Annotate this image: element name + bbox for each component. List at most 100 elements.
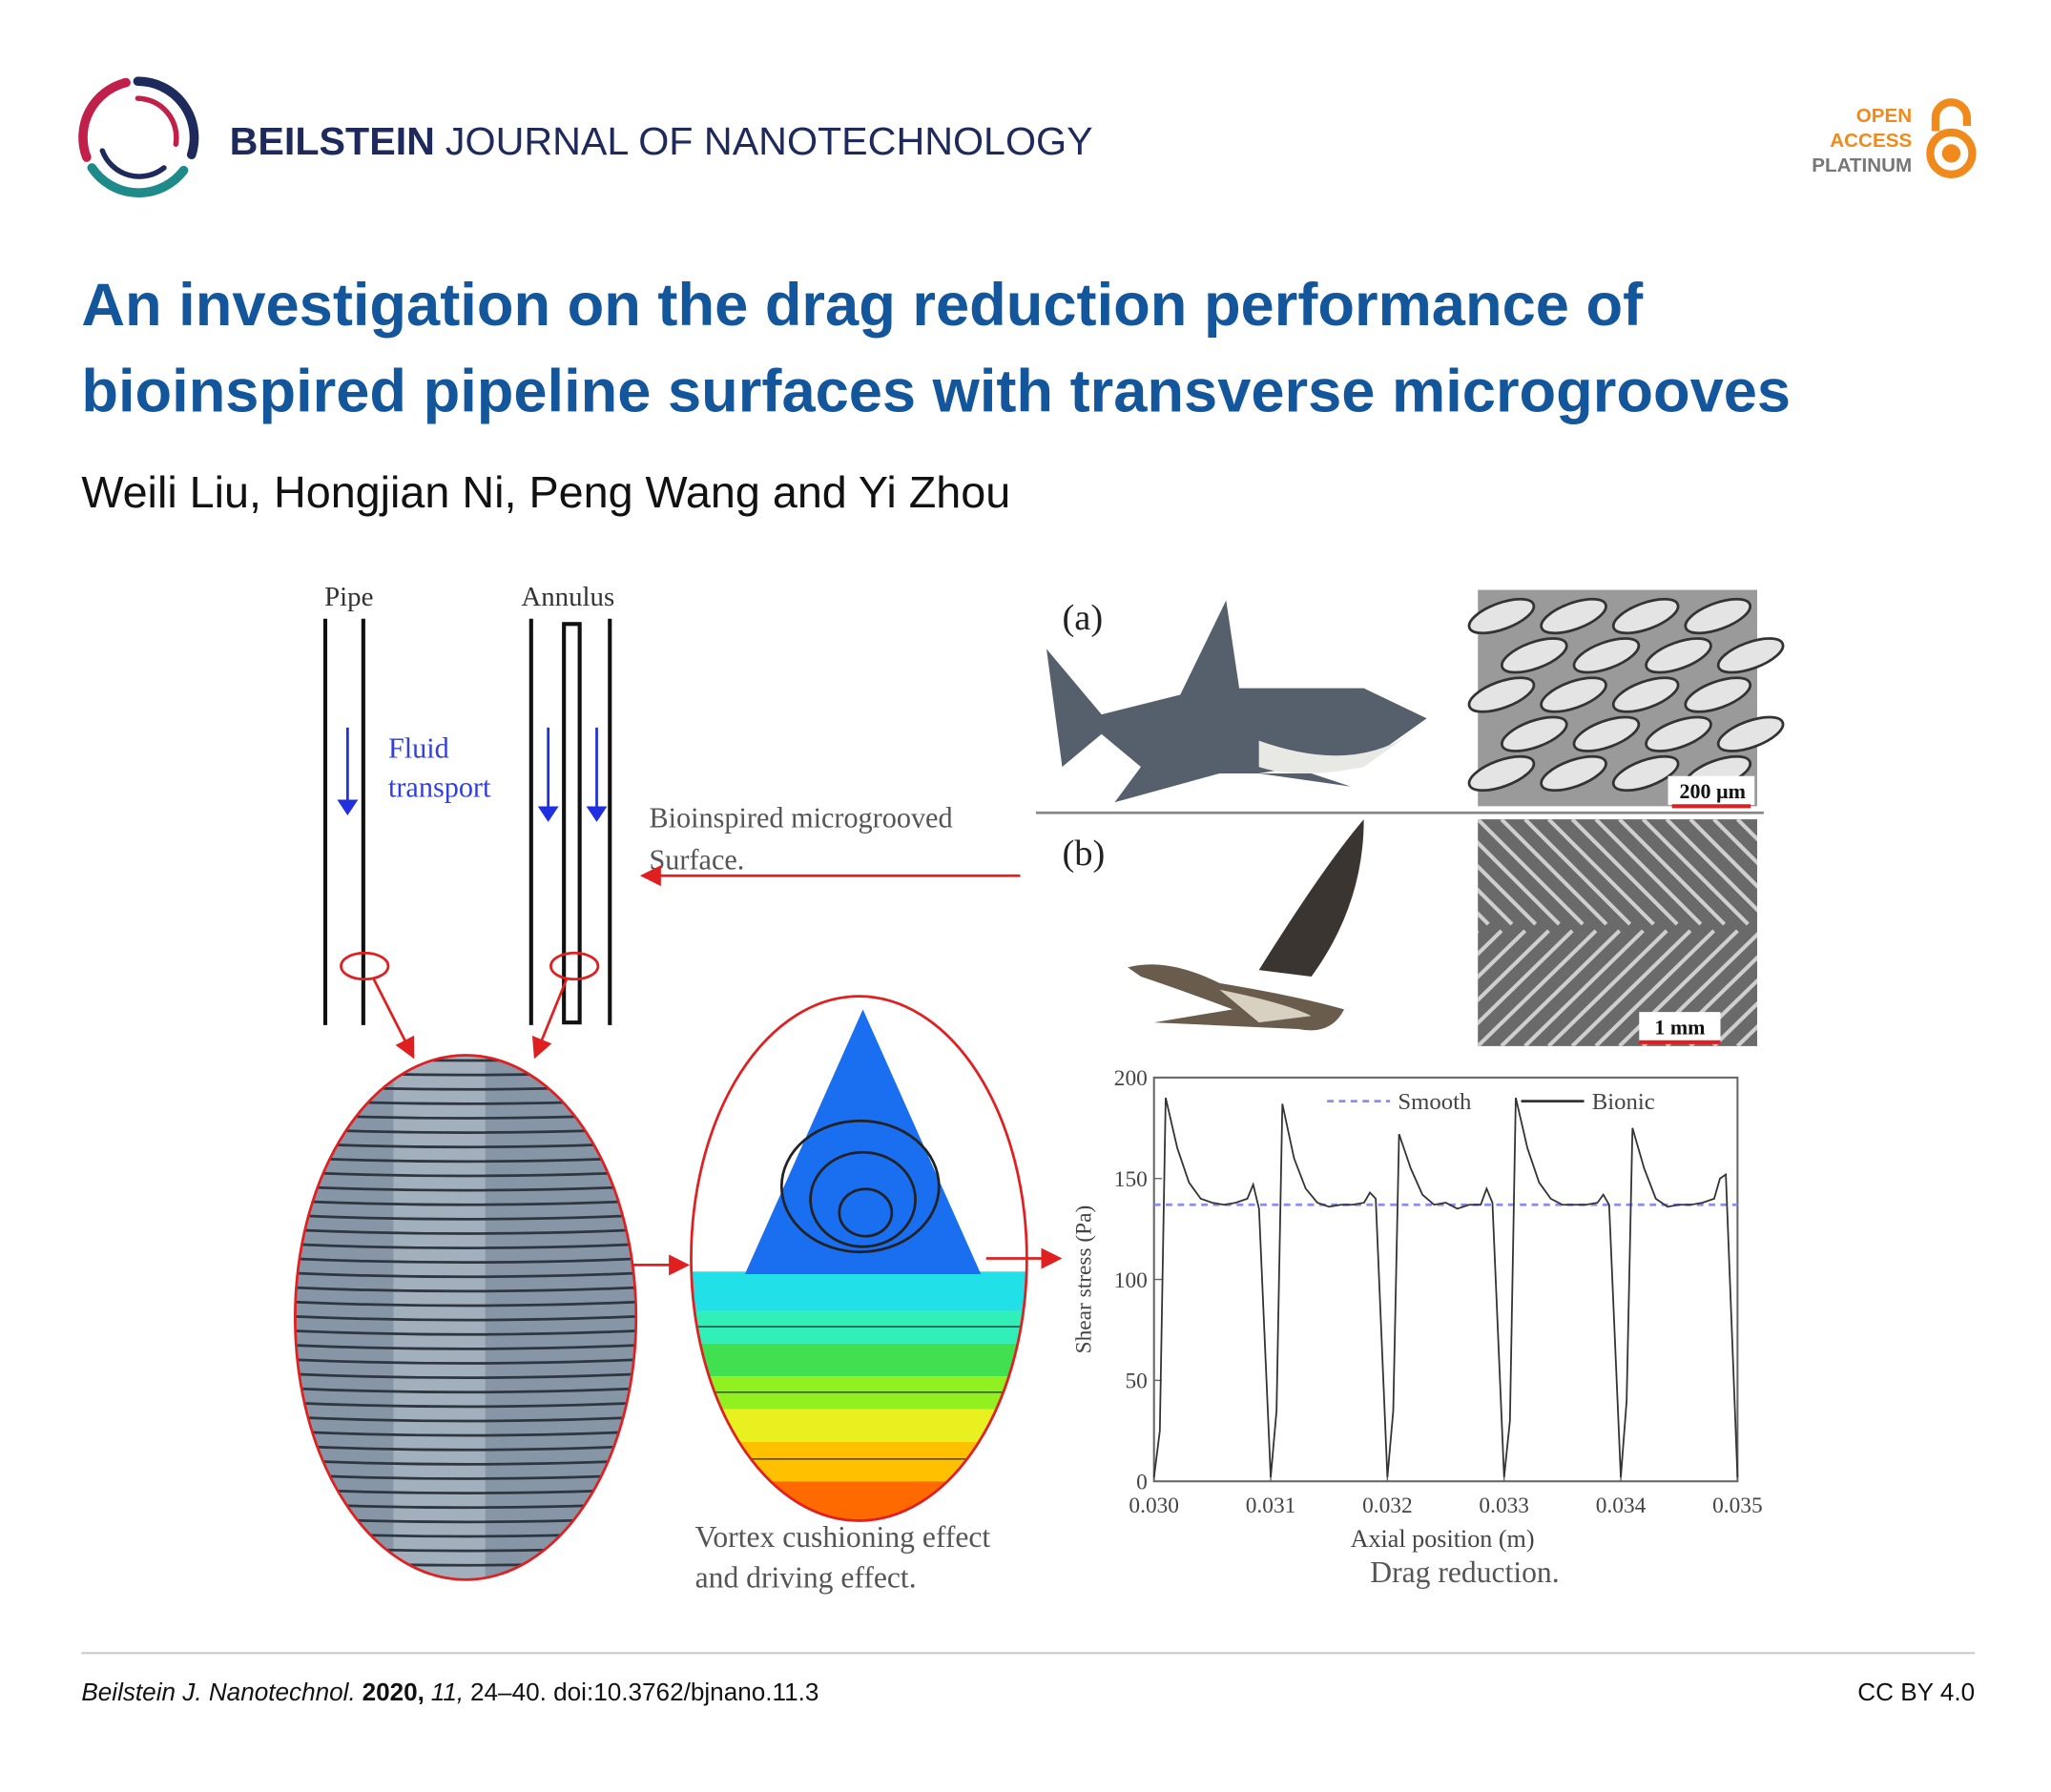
groove-line [295,1343,636,1350]
decoration [1360,819,1903,1046]
groove-line [295,1430,636,1437]
outline [294,1054,638,1581]
year: 2020, [363,1678,425,1706]
label: Annulus [521,582,614,612]
groove [744,1009,982,1275]
y-tick-label: 50 [1125,1370,1147,1394]
scale-label: 1 mm [1654,1016,1705,1040]
groove-line [295,1257,636,1265]
denticle [1716,637,1785,674]
groove-line [295,1329,636,1336]
x-tick-label: 0.030 [1129,1493,1179,1518]
legend-label: Bionic [1592,1089,1655,1115]
label: Bioinspired microgrooved [650,801,953,834]
journal-rest: JOURNAL OF NANOTECHNOLOGY [445,119,1093,163]
denticle [1684,597,1752,635]
barb [1478,819,1585,926]
y-tick-label: 100 [1114,1268,1148,1293]
pages-doi: 24–40. doi:10.3762/bjnano.11.3 [470,1678,818,1706]
barb [1500,929,1622,1046]
barb [1618,819,1727,926]
decoration [691,1343,1027,1377]
decoration [779,1119,941,1254]
groove-line [295,1444,636,1452]
groove-line [295,1286,636,1293]
citation: Beilstein J. Nanotechnol. 2020, 11, 24–40. … [81,1678,818,1706]
barb [1688,819,1757,890]
x-tick-label: 0.031 [1246,1493,1296,1518]
denticle [1572,637,1641,674]
pipes [322,618,612,1025]
denticle [1572,715,1641,752]
barb [1570,929,1692,1046]
volume: 11, [431,1678,464,1706]
decoration [691,1271,1027,1311]
decoration [99,148,167,179]
caption: Drag reduction. [1370,1555,1559,1589]
x-tick-label: 0.034 [1596,1493,1647,1518]
barb [1735,819,1757,842]
decoration [1941,144,1961,163]
denticle [1684,676,1752,713]
decoration [1046,600,1427,803]
barb [1785,819,1890,924]
x-tick-label: 0.033 [1479,1493,1529,1518]
groove-line [295,1473,636,1480]
barb [1570,819,1679,926]
barb [1712,1000,1757,1046]
badge-line: PLATINUM [1812,154,1912,176]
label: Pipe [324,582,373,612]
decoration [691,1409,1027,1442]
decoration [838,1187,894,1238]
barb [1478,929,1598,1046]
outline [690,995,1028,1522]
barb [1523,819,1632,926]
decoration [691,1441,1027,1482]
decoration [1258,819,1364,978]
decoration [1467,597,1785,793]
badge-line: OPEN [1856,105,1912,127]
decoration [135,95,179,147]
barb [1785,931,1903,1046]
barb [1761,931,1879,1046]
denticle [1645,715,1712,752]
decoration [372,978,415,1060]
decoration [1639,1012,1721,1041]
groove-line [295,1227,636,1235]
barb [1478,863,1538,926]
grooved-surface [295,1055,636,1580]
groove-line [295,1415,636,1423]
barb [1478,929,1503,958]
denticle [1540,597,1607,635]
vortex [779,1119,941,1254]
barb [1478,839,1561,926]
decoration [809,1150,917,1248]
title-line: An investigation on the drag reduction p… [81,272,1644,339]
denticle [1645,637,1712,674]
sem-images [1360,589,1903,1046]
journal-bold: BEILSTEIN [230,119,435,163]
label: transport [388,772,491,804]
red-arrows [340,865,1063,1279]
barb [1665,819,1757,913]
decoration [78,77,131,162]
denticle [1467,597,1536,635]
decoration [562,622,582,1025]
series-line [1152,1097,1739,1478]
barb [1360,819,1465,924]
barb [1523,929,1645,1046]
groove-line [295,1156,636,1164]
decoration [531,978,569,1060]
groove-line [295,1300,636,1308]
groove-line [295,1387,636,1394]
denticle [1611,597,1680,635]
denticle [1611,754,1680,793]
decoration [1219,989,1312,1023]
lock-icon [1926,98,1977,178]
denticle [1467,676,1536,713]
barb [1478,930,1480,934]
x-axis-label: Axial position (m) [1351,1525,1535,1553]
label: Surface. [650,843,745,875]
legend-label: Smooth [1398,1089,1472,1115]
groove-line [295,1314,636,1322]
